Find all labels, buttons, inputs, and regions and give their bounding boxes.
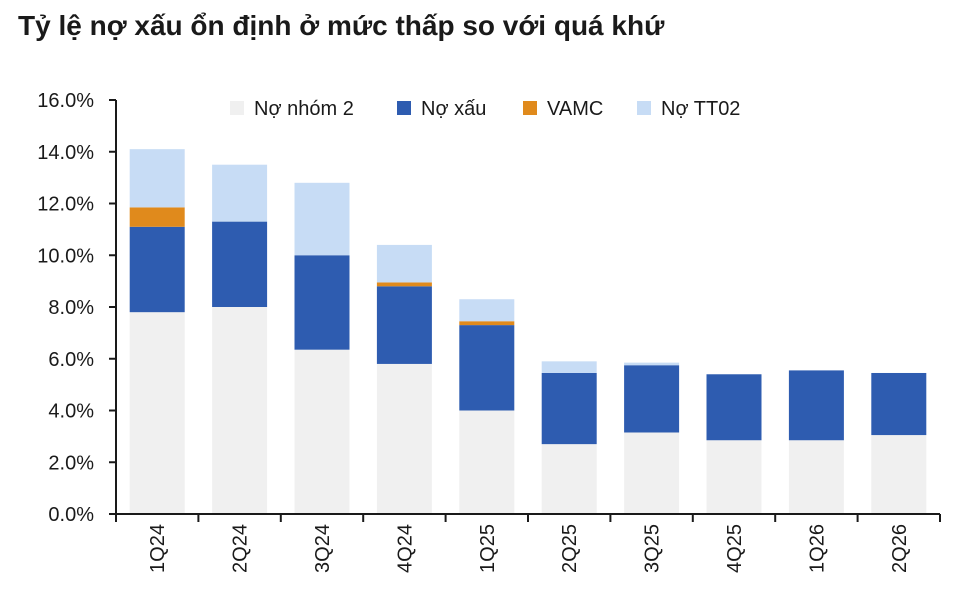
- bar-no_nhom_2-1Q25: [459, 410, 515, 514]
- x-tick-label: 2Q24: [230, 524, 252, 573]
- y-tick-label: 14.0%: [37, 142, 94, 164]
- bar-no_nhom_2-2Q24: [212, 307, 268, 514]
- y-tick-label: 8.0%: [48, 297, 94, 319]
- bar-no_xau-1Q24: [129, 226, 185, 313]
- y-tick-label: 12.0%: [37, 194, 94, 216]
- legend-swatch-vamc: [523, 101, 537, 115]
- bar-no_xau-1Q25: [459, 325, 515, 411]
- bar-no_xau-3Q24: [294, 255, 350, 350]
- x-tick-label: 3Q25: [642, 524, 664, 573]
- bar-no_nhom_2-3Q25: [624, 432, 680, 514]
- bar-no_tt02-2Q24: [212, 164, 268, 222]
- x-tick-label: 1Q24: [147, 524, 169, 573]
- bar-no_tt02-3Q24: [294, 182, 350, 256]
- bar-no_nhom_2-4Q25: [706, 440, 762, 514]
- bar-no_xau-4Q25: [706, 374, 762, 441]
- bar-vamc-4Q24: [376, 282, 432, 287]
- bar-no_nhom_2-4Q24: [376, 363, 432, 514]
- bar-no_xau-3Q25: [624, 365, 680, 433]
- x-tick-label: 2Q25: [559, 524, 581, 573]
- y-tick-label: 0.0%: [48, 504, 94, 526]
- y-tick-label: 4.0%: [48, 401, 94, 423]
- x-tick-label: 4Q24: [394, 524, 416, 573]
- bar-no_nhom_2-2Q26: [871, 435, 927, 514]
- x-tick-label: 2Q26: [889, 524, 911, 573]
- chart-title: Tỷ lệ nợ xấu ổn định ở mức thấp so với q…: [18, 10, 665, 41]
- bar-vamc-1Q24: [129, 207, 185, 227]
- x-tick-label: 1Q25: [477, 524, 499, 573]
- bar-no_nhom_2-3Q24: [294, 349, 350, 514]
- legend-label-no_xau: Nợ xấu: [421, 98, 486, 120]
- x-tick-label: 1Q26: [806, 524, 828, 573]
- y-tick-label: 10.0%: [37, 245, 94, 267]
- bar-no_xau-2Q26: [871, 372, 927, 436]
- bar-no_xau-1Q26: [788, 370, 844, 441]
- bar-no_xau-4Q24: [376, 286, 432, 364]
- bar-no_nhom_2-1Q26: [788, 440, 844, 514]
- legend-swatch-no_xau: [397, 101, 411, 115]
- legend-label-no_tt02: Nợ TT02: [661, 98, 740, 120]
- x-tick-label: 4Q25: [724, 524, 746, 573]
- legend-label-no_nhom_2: Nợ nhóm 2: [254, 98, 354, 120]
- bar-no_tt02-2Q25: [541, 361, 597, 373]
- bar-no_tt02-3Q25: [624, 362, 680, 366]
- y-tick-label: 2.0%: [48, 452, 94, 474]
- legend-swatch-no_nhom_2: [230, 101, 244, 115]
- bar-no_xau-2Q24: [212, 221, 268, 307]
- bar-no_xau-2Q25: [541, 372, 597, 445]
- bar-no_nhom_2-2Q25: [541, 444, 597, 514]
- bar-no_nhom_2-1Q24: [129, 312, 185, 514]
- bar-no_tt02-1Q24: [129, 149, 185, 208]
- bar-vamc-1Q25: [459, 321, 515, 326]
- legend-swatch-no_tt02: [637, 101, 651, 115]
- x-tick-label: 3Q24: [312, 524, 334, 573]
- legend-label-vamc: VAMC: [547, 98, 603, 120]
- y-tick-label: 6.0%: [48, 349, 94, 371]
- bar-no_tt02-1Q25: [459, 299, 515, 322]
- bar-no_tt02-4Q24: [376, 244, 432, 283]
- y-tick-label: 16.0%: [37, 90, 94, 112]
